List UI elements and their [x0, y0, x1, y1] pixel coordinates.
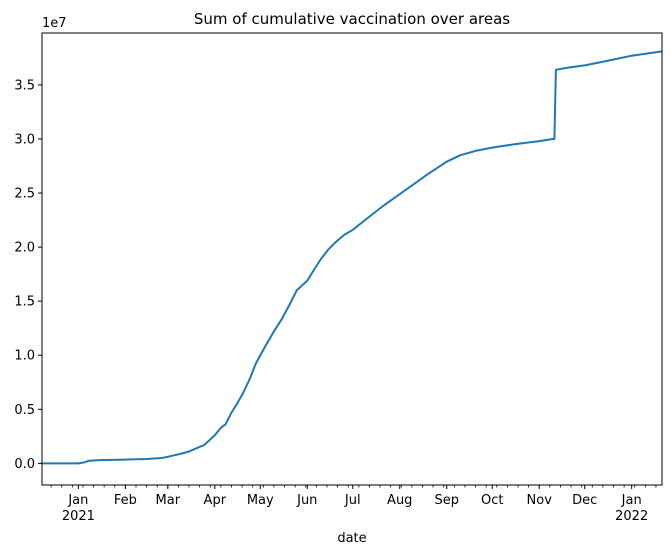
- x-tick-label: Oct: [481, 493, 503, 508]
- x-tick-label: Apr: [204, 493, 227, 508]
- x-tick-label: Jul: [344, 493, 361, 508]
- x-tick-label: Sep: [434, 493, 459, 508]
- y-tick-label: 0.0: [14, 457, 35, 472]
- x-tick-year-label: 2021: [62, 509, 95, 524]
- x-tick-label: May: [247, 493, 274, 508]
- y-tick-label: 3.0: [14, 132, 35, 147]
- plot-frame: [41, 32, 663, 486]
- y-tick-label: 2.0: [14, 241, 35, 256]
- x-tick-label: Dec: [572, 493, 597, 508]
- y-tick-label: 0.5: [14, 403, 35, 418]
- y-tick-label: 1.5: [14, 295, 35, 310]
- y-multiplier-label: 1e7: [42, 16, 67, 31]
- series-line: [42, 50, 663, 465]
- y-ticks: 0.0 0.5 1.0 1.5 2.0 2.5 3.0 3.5: [14, 78, 42, 472]
- x-tick-label: Jan: [621, 493, 642, 508]
- x-tick-label: Aug: [387, 493, 412, 508]
- chart-title: Sum of cumulative vaccination over areas: [194, 10, 510, 28]
- plot-series: [42, 50, 663, 465]
- x-tick-label: Jun: [296, 493, 317, 508]
- x-tick-year-label: 2022: [615, 509, 648, 524]
- x-tick-label: Nov: [527, 493, 553, 508]
- x-tick-label: Mar: [156, 493, 181, 508]
- x-tick-label: Jan: [67, 493, 88, 508]
- x-axis-label: date: [337, 531, 366, 546]
- y-tick-label: 3.5: [14, 78, 35, 93]
- x-tick-label: Feb: [114, 493, 137, 508]
- y-tick-label: 2.5: [14, 187, 35, 202]
- y-tick-label: 1.0: [14, 349, 35, 364]
